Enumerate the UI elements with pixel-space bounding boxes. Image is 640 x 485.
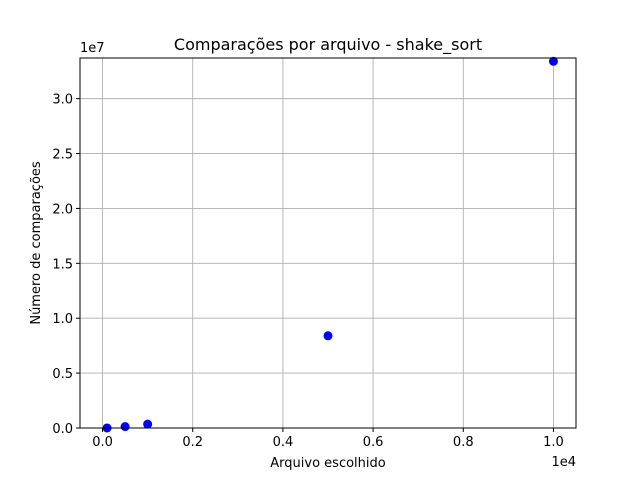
y-tick-label: 1.0 [52,312,73,327]
y-tick-label: 2.5 [52,148,73,163]
data-point [548,56,558,66]
data-point [120,422,130,432]
ticks-layer: 0.0 0.2 0.4 0.6 0.8 1.0 0.0 0.5 1.0 1.5 2.0 2.5 3.0 [52,93,563,450]
plot-area-frame [79,57,577,429]
y-tick-label: 3.0 [52,93,73,108]
data-point [323,331,333,341]
y-tick-label: 1.5 [52,257,73,272]
y-axis-offset-label: 1e7 [80,41,105,56]
y-tick-label: 0.0 [52,422,73,437]
grid-layer [80,58,576,429]
data-point [143,419,153,429]
x-axis-label: Arquivo escolhido [270,456,385,471]
x-tick-label: 0.2 [182,435,203,450]
x-tick-label: 0.6 [363,435,384,450]
x-axis-offset-label: 1e4 [551,455,576,470]
y-tick-label: 2.0 [52,202,73,217]
x-tick-label: 0.0 [92,435,113,450]
points-layer [102,56,558,433]
x-tick-label: 0.4 [273,435,294,450]
y-tick-label: 0.5 [52,367,73,382]
y-axis-label: Número de comparações [29,161,44,325]
x-tick-label: 0.8 [453,435,474,450]
chart-title: Comparações por arquivo - shake_sort [174,35,482,55]
x-tick-label: 1.0 [543,435,564,450]
